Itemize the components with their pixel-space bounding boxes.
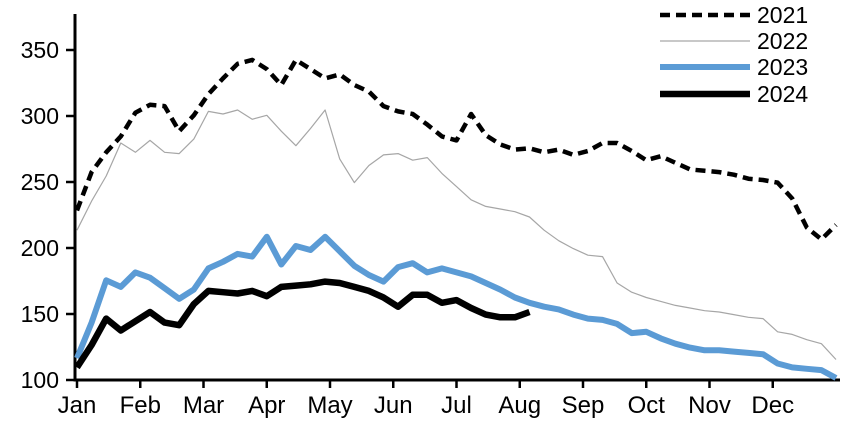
x-tick-label: Oct bbox=[628, 392, 666, 419]
x-tick-label: Feb bbox=[120, 392, 161, 419]
x-tick-label: May bbox=[307, 392, 352, 419]
x-tick-label: Jan bbox=[58, 392, 97, 419]
x-tick-label: Apr bbox=[248, 392, 285, 419]
x-tick-label: Aug bbox=[498, 392, 541, 419]
series-line-2024 bbox=[74, 278, 531, 370]
x-tick-label: Sep bbox=[562, 392, 605, 419]
legend-label-2022: 2022 bbox=[757, 28, 808, 54]
y-tick-label: 250 bbox=[21, 169, 59, 195]
legend-label-2024: 2024 bbox=[757, 81, 808, 107]
y-tick-label: 350 bbox=[21, 37, 59, 63]
legend-label-2023: 2023 bbox=[757, 54, 808, 80]
y-tick-label: 100 bbox=[21, 367, 59, 393]
x-tick-label: Mar bbox=[183, 392, 224, 419]
series-line-2021 bbox=[74, 57, 838, 242]
legend-label-2021: 2021 bbox=[757, 2, 808, 28]
y-tick-label: 200 bbox=[21, 235, 59, 261]
y-tick-label: 300 bbox=[21, 103, 59, 129]
series-line-2023 bbox=[74, 233, 838, 381]
x-tick-label: Dec bbox=[751, 392, 794, 419]
x-tick-label: Jun bbox=[374, 392, 413, 419]
x-tick-label: Nov bbox=[688, 392, 731, 419]
y-tick-label: 150 bbox=[21, 301, 59, 327]
series-line-2022 bbox=[76, 109, 837, 360]
x-tick-label: Jul bbox=[441, 392, 472, 419]
